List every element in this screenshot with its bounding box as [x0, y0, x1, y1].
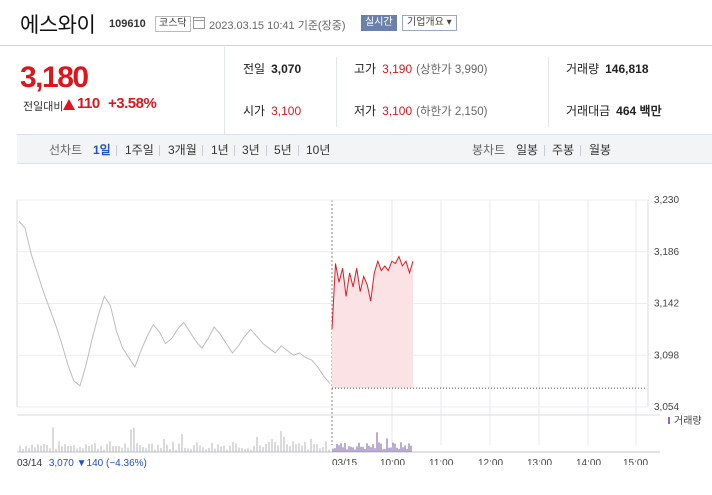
y-tick-label: 3,098 — [654, 350, 679, 361]
stat-sub: (하한가 2,150) — [416, 106, 488, 118]
x-tick-label: 03/15 — [332, 458, 357, 465]
y-tick-label: 3,142 — [654, 299, 679, 310]
divider — [234, 145, 235, 156]
tab-1y[interactable]: 1년 — [211, 143, 229, 157]
divider — [116, 145, 117, 156]
stat-amount: 거래대금 464 백만 — [566, 102, 662, 119]
current-price: 3,180 — [20, 61, 89, 94]
divider — [266, 145, 267, 156]
stat-high: 고가 3,190 (상한가 3,990) — [354, 60, 488, 77]
y-tick-label: 3,230 — [654, 195, 679, 206]
stat-label: 거래대금 — [566, 104, 611, 118]
realtime-button[interactable]: 실시간 — [361, 15, 397, 31]
divider — [202, 145, 203, 156]
stat-low: 저가 3,100 (하한가 2,150) — [354, 102, 488, 119]
prev-date: 03/14 — [17, 458, 43, 469]
tab-5y[interactable]: 5년 — [274, 143, 292, 157]
stat-label: 시가 — [243, 104, 266, 118]
today-area — [332, 256, 413, 389]
line-chart-label: 선차트 — [49, 143, 83, 157]
volume-legend-label: 거래량 — [674, 415, 702, 427]
calendar-icon — [193, 17, 205, 29]
stat-open: 시가 3,100 — [243, 102, 301, 119]
tab-3y[interactable]: 3년 — [242, 143, 260, 157]
stat-label: 저가 — [354, 104, 377, 118]
divider — [159, 145, 160, 156]
prev-change: ▼140 — [76, 458, 104, 469]
x-tick-label: 14:00 — [576, 458, 601, 465]
tab-1w[interactable]: 1주일 — [125, 143, 154, 157]
change-percent: +3.58% — [108, 95, 157, 112]
candle-chart-label: 봉차트 — [472, 143, 506, 157]
tab-1d[interactable]: 1일 — [93, 143, 111, 157]
tab-monthly[interactable]: 월봉 — [589, 143, 612, 157]
stat-sub: (상한가 3,990) — [416, 64, 488, 76]
stock-code: 109610 — [109, 18, 146, 30]
price-panel: 3,180 전일대비 110 +3.58% — [0, 47, 225, 134]
today-line — [331, 255, 414, 330]
change-amount: 110 — [77, 95, 100, 112]
stat-label: 고가 — [354, 62, 377, 76]
stock-name: 에스와이 — [20, 13, 96, 37]
stat-value: 3,100 — [382, 104, 413, 118]
stat-prev: 전일 3,070 — [243, 60, 301, 77]
tab-daily[interactable]: 일봉 — [516, 143, 539, 157]
up-triangle-icon — [63, 99, 75, 110]
market-badge: 코스닥 — [155, 16, 191, 32]
stat-volume: 거래량 146,818 — [566, 60, 649, 77]
volume-legend-swatch — [668, 417, 670, 424]
chart-period-tabs: 선차트 1일 1주일 3개월 1년 3년 5년 10년 봉차트 일봉 주봉 월봉 — [17, 134, 712, 164]
divider — [298, 145, 299, 156]
prev-close: 3,070 — [48, 458, 74, 469]
stat-value: 146,818 — [605, 62, 649, 76]
x-tick-label: 12:00 — [478, 458, 503, 465]
stat-label: 전일 — [243, 62, 266, 76]
tab-weekly[interactable]: 주봉 — [552, 143, 575, 157]
quote-datetime: 2023.03.15 10:41 기준(장중) — [209, 20, 346, 32]
divider — [336, 57, 337, 127]
stat-label: 거래량 — [566, 62, 600, 76]
tab-3m[interactable]: 3개월 — [168, 143, 197, 157]
stat-value: 3,190 — [382, 62, 413, 76]
x-tick-label: 10:00 — [380, 458, 405, 465]
divider — [548, 57, 549, 127]
x-tick-label: 15:00 — [623, 458, 648, 465]
intraday-chart: 3,230 3,186 3,142 3,098 3,054 거래량 03/15 10:00 11… — [16, 195, 702, 465]
prev-change-pct: (−4.36%) — [106, 458, 147, 469]
stat-value: 3,070 — [271, 62, 302, 76]
x-tick-label: 11:00 — [429, 458, 454, 465]
prev-day-line — [18, 220, 331, 387]
prev-day-summary: 03/14 3,070 ▼140 (−4.36%) — [17, 458, 147, 469]
change-label: 전일대비 — [23, 101, 64, 113]
stat-value: 464 백만 — [616, 104, 662, 118]
tab-10y[interactable]: 10년 — [306, 143, 331, 157]
y-tick-label: 3,186 — [654, 247, 679, 258]
stat-value: 3,100 — [271, 104, 302, 118]
y-tick-label: 3,054 — [654, 402, 679, 413]
stock-header: 에스와이 109610 코스닥 2023.03.15 10:41 기준(장중) … — [0, 0, 712, 46]
divider — [544, 145, 545, 156]
x-tick-label: 13:00 — [527, 458, 552, 465]
divider — [580, 145, 581, 156]
company-overview-dropdown[interactable]: 기업개요 ▾ — [402, 15, 457, 31]
quote-stats: 전일 3,070 고가 3,190 (상한가 3,990) 거래량 146,818 시가… — [226, 47, 712, 134]
